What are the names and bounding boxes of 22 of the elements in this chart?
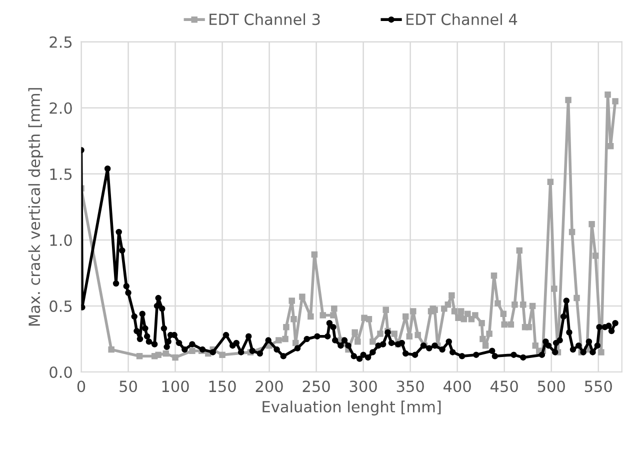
y-tick-label: 0.0 xyxy=(50,366,72,378)
y-axis-title: Max. crack vertical depth [mm] xyxy=(28,88,44,326)
y-tick-label: 1.0 xyxy=(50,234,72,246)
x-tick-label: 550 xyxy=(584,380,612,392)
y-tick-label: 0.5 xyxy=(50,300,72,312)
x-tick-label: 300 xyxy=(350,380,377,392)
y-tick-label: 2.5 xyxy=(50,36,72,48)
x-tick-label: 400 xyxy=(444,380,471,392)
x-tick-label: 450 xyxy=(490,380,518,392)
y-tick-label: 1.5 xyxy=(50,168,72,180)
x-tick-label: 50 xyxy=(120,380,137,392)
x-tick-label: 350 xyxy=(396,380,424,392)
x-tick-label: 0 xyxy=(77,380,86,392)
legend-label: EDT Channel 3 xyxy=(210,13,320,26)
x-tick-label: 250 xyxy=(302,380,330,392)
x-tick-label: 200 xyxy=(256,380,283,392)
legend-label: EDT Channel 4 xyxy=(406,13,518,26)
x-tick-label: 500 xyxy=(538,380,565,392)
y-tick-label: 2.0 xyxy=(50,102,72,114)
x-axis-title: Evaluation lenght [mm] xyxy=(262,400,441,416)
x-tick-label: 150 xyxy=(209,380,236,392)
x-tick-label: 100 xyxy=(162,380,189,392)
